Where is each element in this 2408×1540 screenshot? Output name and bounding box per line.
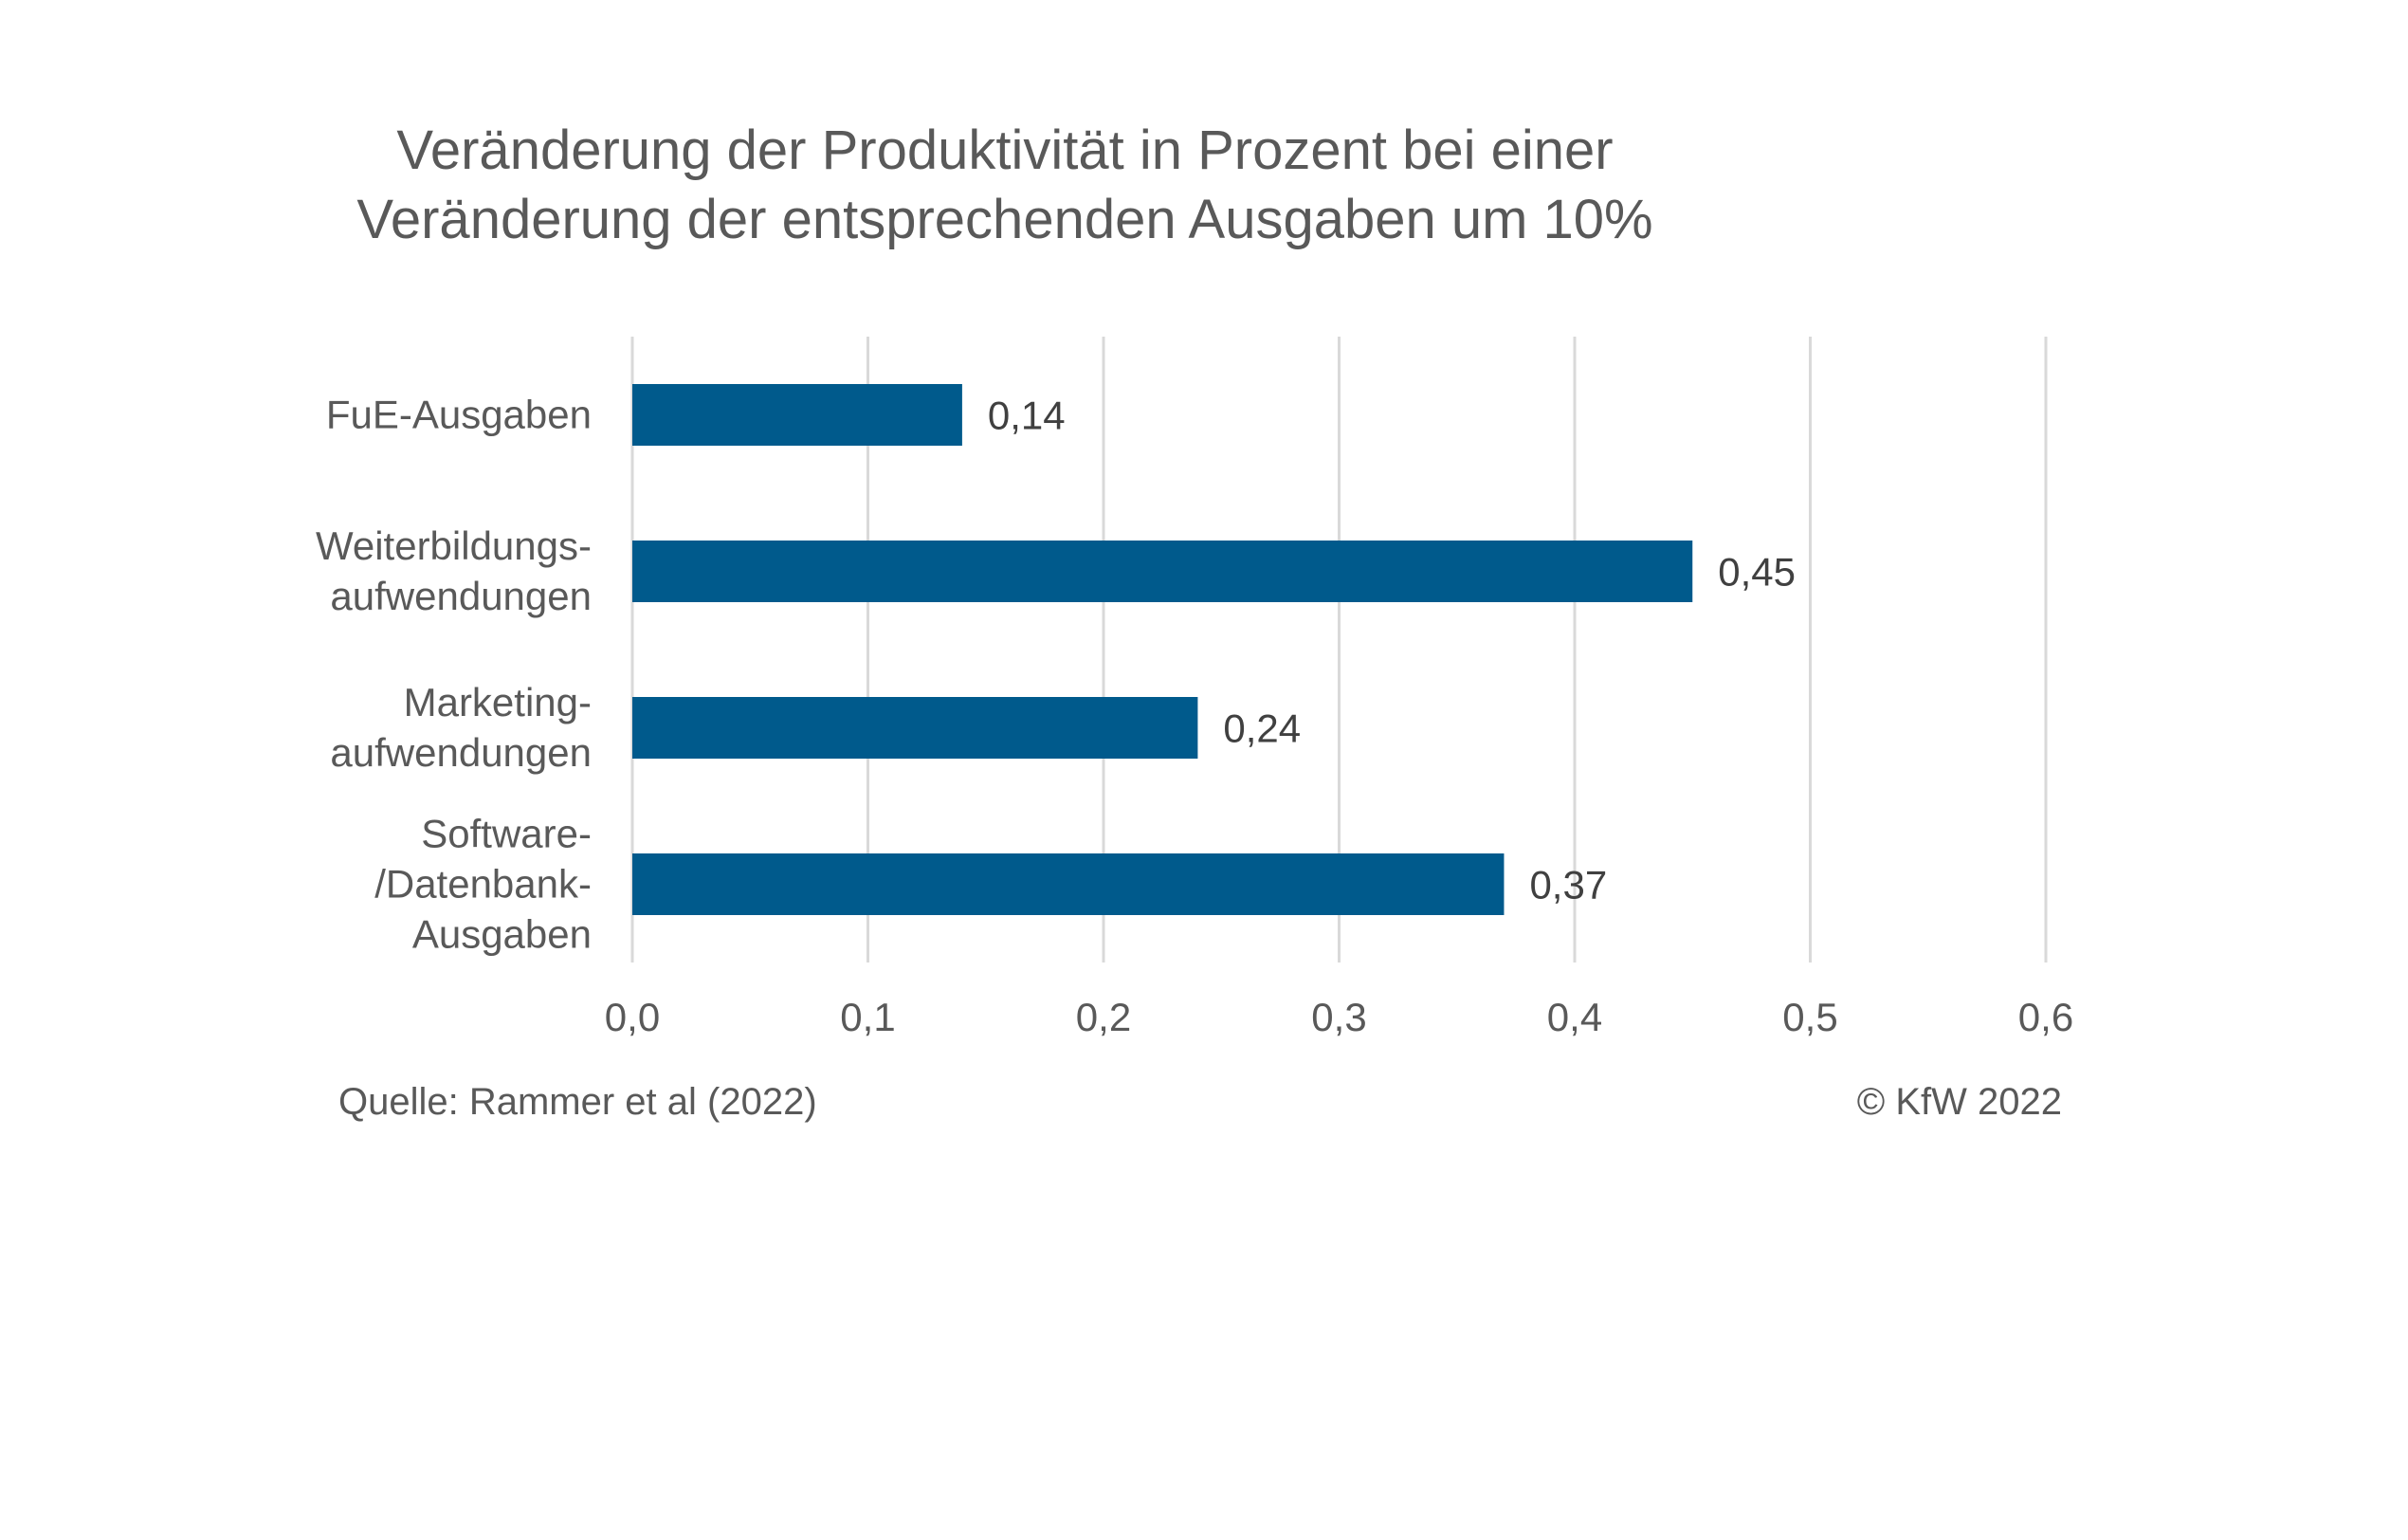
bar	[632, 541, 1693, 602]
category-label-line: /Datenbank-	[374, 862, 592, 907]
chart-title-line-2: Veränderung der entsprechenden Ausgaben …	[356, 189, 1653, 250]
x-tick-label: 0,1	[840, 995, 895, 1039]
x-tick-label: 0,3	[1311, 995, 1366, 1039]
x-tick-label: 0,2	[1076, 995, 1131, 1039]
category-label: Weiterbildungs-aufwendungen	[316, 523, 592, 618]
chart-title: Veränderung der Produktivität in Prozent…	[190, 116, 1820, 254]
category-label: FuE-Ausgaben	[326, 393, 592, 437]
x-tick-label: 0,0	[605, 995, 660, 1039]
category-label-line: Marketing-	[404, 680, 592, 724]
category-label-line: aufwendungen	[330, 574, 592, 618]
data-label: 0,45	[1718, 550, 1796, 595]
category-label-line: Weiterbildungs-	[316, 523, 592, 568]
bar	[632, 853, 1505, 915]
data-label: 0,14	[988, 394, 1066, 438]
x-tick-label: 0,4	[1547, 995, 1602, 1039]
category-label-line: aufwendungen	[330, 730, 592, 775]
labels: 0,0 0,1 0,2 0,3 0,4 0,5 0,6 0,14 FuE-Ausgaben 0,4…	[316, 393, 2073, 1040]
category-label: Software- /Datenbank- Ausgaben	[374, 812, 592, 957]
category-label-line: FuE-Ausgaben	[326, 393, 592, 437]
bars	[632, 384, 1693, 915]
chart-title-line-1: Veränderung der Produktivität in Prozent…	[396, 119, 1614, 181]
category-label-line: Software-	[421, 812, 592, 856]
category-label-line: Ausgaben	[412, 912, 592, 957]
copyright-note: © KfW 2022	[1856, 1081, 2062, 1123]
bar	[632, 384, 962, 446]
category-label: Marketing-aufwendungen	[330, 680, 592, 775]
data-label: 0,24	[1223, 706, 1301, 751]
x-tick-label: 0,5	[1782, 995, 1837, 1039]
data-label: 0,37	[1529, 863, 1607, 908]
source-note: Quelle: Rammer et al (2022)	[338, 1081, 817, 1123]
x-tick-label: 0,6	[2018, 995, 2073, 1039]
bar	[632, 697, 1198, 759]
